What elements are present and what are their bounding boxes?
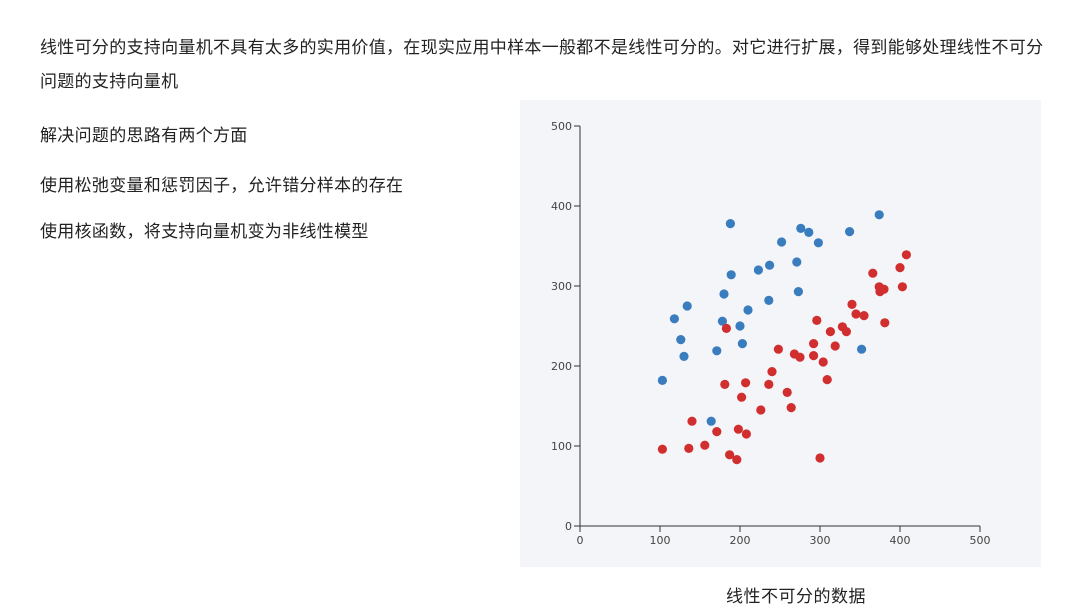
data-point: [822, 375, 832, 385]
data-point: [712, 346, 722, 356]
data-point: [737, 339, 747, 349]
data-point: [733, 424, 743, 434]
data-point: [737, 392, 747, 402]
x-tick-label: 400: [890, 534, 911, 547]
data-point: [767, 367, 777, 377]
data-point: [725, 219, 735, 229]
data-point: [676, 335, 686, 345]
x-tick-label: 0: [577, 534, 584, 547]
approach-slack-variables: 使用松弛变量和惩罚因子，允许错分样本的存在: [40, 176, 404, 196]
data-point: [712, 427, 722, 437]
data-point: [825, 327, 835, 337]
scatter-plot-svg: 0 100 200 300 400 500 0 100 200 300 400 500: [551, 120, 991, 547]
data-point: [796, 223, 806, 233]
data-point: [841, 327, 851, 337]
data-point: [859, 311, 869, 321]
data-point: [792, 257, 802, 267]
data-point: [741, 429, 751, 439]
data-point: [706, 416, 716, 426]
data-point: [830, 341, 840, 351]
data-point: [809, 339, 819, 349]
chart-caption: 线性不可分的数据: [726, 587, 866, 607]
x-tick-label: 500: [970, 534, 991, 547]
data-point: [851, 309, 861, 319]
data-point: [901, 250, 911, 260]
data-point: [720, 379, 730, 389]
data-point: [657, 375, 667, 385]
data-point: [732, 455, 742, 465]
data-point: [679, 351, 689, 361]
data-point: [741, 378, 751, 388]
data-point: [753, 265, 763, 275]
y-tick-label: 200: [551, 360, 572, 373]
data-point: [721, 323, 731, 333]
approach-kernel-function: 使用核函数，将支持向量机变为非线性模型: [40, 222, 369, 242]
y-tick-label: 400: [551, 200, 572, 213]
y-tick-label: 100: [551, 440, 572, 453]
data-point: [765, 260, 775, 270]
data-point: [669, 314, 679, 324]
data-point: [684, 443, 694, 453]
data-point: [813, 238, 823, 248]
data-point: [845, 227, 855, 237]
data-point: [786, 403, 796, 413]
data-point: [818, 357, 828, 367]
data-point: [804, 227, 814, 237]
data-point: [880, 318, 890, 328]
intro-paragraph: 线性可分的支持向量机不具有太多的实用价值，在现实应用中样本一般都不是线性可分的。…: [40, 38, 1044, 92]
data-point: [895, 263, 905, 273]
data-point: [743, 305, 753, 315]
data-point: [897, 282, 907, 292]
data-point: [874, 210, 884, 220]
y-tick-label: 0: [565, 520, 572, 533]
scatter-chart: 0 100 200 300 400 500 0 100 200 300 400 500: [520, 100, 1041, 567]
approach-heading: 解决问题的思路有两个方面: [40, 126, 248, 146]
data-point: [777, 237, 787, 247]
x-tick-label: 200: [730, 534, 751, 547]
y-tick-label: 500: [551, 120, 572, 133]
data-point: [815, 453, 825, 463]
data-point: [809, 351, 819, 361]
data-point: [793, 287, 803, 297]
data-point: [719, 289, 729, 299]
data-point: [764, 379, 774, 389]
data-point: [687, 416, 697, 426]
data-point: [682, 301, 692, 311]
data-point: [857, 344, 867, 354]
x-tick-label: 100: [650, 534, 671, 547]
data-point: [764, 295, 774, 305]
data-point: [726, 270, 736, 280]
data-point: [773, 344, 783, 354]
data-point: [812, 315, 822, 325]
data-point: [657, 444, 667, 454]
x-tick-label: 300: [810, 534, 831, 547]
data-point: [700, 440, 710, 450]
data-point: [735, 321, 745, 331]
data-point: [879, 284, 889, 294]
data-point: [717, 316, 727, 326]
data-point: [782, 387, 792, 397]
data-point: [756, 405, 766, 415]
data-point: [868, 268, 878, 278]
y-tick-label: 300: [551, 280, 572, 293]
data-point: [847, 299, 857, 309]
data-point: [795, 352, 805, 362]
data-point: [725, 450, 735, 460]
